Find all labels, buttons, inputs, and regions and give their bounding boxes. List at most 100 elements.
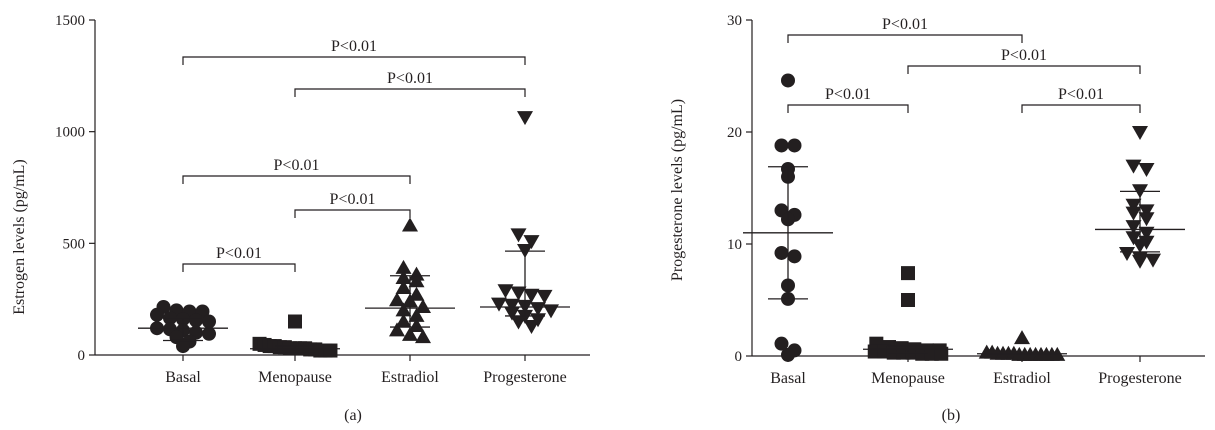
panel-b-point-basal bbox=[787, 138, 802, 153]
panel-b-x-tick-label: Estradiol bbox=[993, 370, 1051, 387]
panel-a-point-estradiol bbox=[402, 217, 418, 232]
panel-a-point-estradiol bbox=[395, 259, 412, 274]
panel-b-y-tick-label: 0 bbox=[735, 349, 743, 365]
panel-a-point-progesterone bbox=[523, 288, 540, 303]
panel-b-point-progesterone bbox=[1125, 198, 1142, 213]
panel-a-point-estradiol bbox=[402, 326, 418, 341]
panel-b-point-basal bbox=[774, 336, 789, 351]
panel-a-x-tick-label: Progesterone bbox=[483, 369, 567, 386]
panel-a: 0 500 1000 1500 Basal Menopause Estradiol Proge… bbox=[11, 13, 590, 424]
panel-a-point-progesterone bbox=[510, 286, 527, 301]
panel-a-point-estradiol bbox=[415, 329, 431, 344]
panel-a-point-estradiol bbox=[395, 280, 412, 294]
panel-a-point-estradiol bbox=[389, 292, 405, 307]
panel-a-bracket bbox=[294, 209, 411, 218]
panel-b-bracket-label: P<0.01 bbox=[882, 16, 928, 33]
panel-b-x-tick-label: Menopause bbox=[871, 370, 945, 387]
panel-b-x-tick-label: Basal bbox=[770, 370, 806, 387]
panel-a-point-basal bbox=[202, 314, 216, 329]
panel-b-point-progesterone bbox=[1132, 254, 1148, 269]
panel-b-point-progesterone bbox=[1125, 220, 1142, 235]
panel-b-bracket bbox=[787, 104, 909, 113]
panel-a-bracket-label: P<0.01 bbox=[330, 191, 376, 208]
panel-a-ylabel: Estrogen levels (pg/mL) bbox=[11, 159, 28, 315]
panel-a-x-tick-label: Estradiol bbox=[381, 369, 439, 386]
panel-a-point-progesterone bbox=[491, 297, 507, 312]
panel-a-bracket-label: P<0.01 bbox=[274, 157, 320, 174]
panel-a-point-estradiol bbox=[389, 322, 405, 337]
panel-b-point-progesterone bbox=[1138, 212, 1155, 227]
panel-a-point-progesterone bbox=[504, 298, 520, 313]
panel-b-point-basal bbox=[781, 347, 795, 362]
panel-b-bracket-label: P<0.01 bbox=[825, 86, 871, 103]
panel-a-point-progesterone bbox=[517, 111, 533, 126]
panel-a-point-estradiol bbox=[415, 298, 431, 313]
panel-b-point-menopause bbox=[901, 266, 915, 281]
panel-a-point-progesterone bbox=[530, 302, 546, 317]
panel-a-point-estradiol bbox=[395, 269, 412, 284]
panel-b-point-basal bbox=[774, 245, 789, 260]
panel-b-point-menopause bbox=[901, 293, 915, 307]
panel-b-point-progesterone bbox=[1125, 231, 1142, 246]
panel-a-point-menopause bbox=[288, 314, 302, 329]
panel-b-plot: 0 10 20 30 Basal Menopause Estradiol Progestero… bbox=[727, 13, 1205, 387]
panel-b-bracket bbox=[1021, 104, 1141, 113]
panel-a-bracket-label: P<0.01 bbox=[331, 38, 377, 55]
panel-a-point-estradiol bbox=[395, 313, 412, 328]
panel-a-point-estradiol bbox=[395, 302, 412, 317]
panel-b-point-progesterone bbox=[1125, 159, 1142, 174]
panel-a-point-basal bbox=[176, 339, 190, 354]
panel-b-point-menopause bbox=[934, 346, 949, 361]
panel-a-point-estradiol bbox=[408, 307, 425, 322]
panel-a-point-basal bbox=[189, 313, 203, 328]
panel-a-point-estradiol bbox=[408, 273, 425, 288]
panel-b-label: (b) bbox=[942, 407, 961, 424]
panel-b-ylabel: Progesterone levels (pg/mL) bbox=[669, 99, 686, 281]
panel-b-point-progesterone bbox=[1138, 204, 1155, 219]
panel-b-x-tick-label: Progesterone bbox=[1098, 370, 1182, 387]
panel-b-y-tick-label: 20 bbox=[727, 125, 742, 141]
panel-a-y-tick-label: 1500 bbox=[55, 13, 85, 29]
panel-a-y-tick-label: 500 bbox=[63, 236, 86, 252]
panel-a-plot: 0 500 1000 1500 Basal Menopause Estradiol Proge… bbox=[55, 13, 590, 386]
panel-a-point-progesterone bbox=[510, 315, 527, 330]
panel-a-label: (a) bbox=[344, 407, 362, 424]
panel-a-point-progesterone bbox=[536, 289, 553, 304]
panel-a-y-tick-label: 0 bbox=[78, 348, 86, 364]
panel-b-bracket bbox=[907, 65, 1141, 74]
panel-a-x-tick-label: Basal bbox=[165, 369, 201, 386]
panel-b-point-basal bbox=[787, 249, 802, 264]
panel-a-point-progesterone bbox=[497, 284, 514, 299]
panel-a-point-basal bbox=[150, 307, 164, 322]
panel-b-bracket-label: P<0.01 bbox=[1058, 86, 1104, 103]
panel-b-point-progesterone bbox=[1145, 253, 1161, 268]
panel-b-point-progesterone bbox=[1119, 246, 1135, 261]
panel-a-bracket bbox=[182, 56, 526, 65]
panel-a-point-progesterone bbox=[504, 306, 520, 321]
panel-a-point-menopause bbox=[323, 343, 338, 358]
panel-b-point-progesterone bbox=[1125, 206, 1142, 221]
panel-a-point-progesterone bbox=[543, 304, 559, 319]
panel-a-point-progesterone bbox=[523, 319, 540, 334]
panel-a-point-estradiol bbox=[408, 286, 425, 301]
panel-a-x-tick-label: Menopause bbox=[258, 369, 332, 386]
panel-a-point-basal bbox=[202, 326, 216, 341]
panel-a-point-progesterone bbox=[523, 235, 540, 250]
panel-a-bracket bbox=[182, 263, 296, 272]
panel-b-point-basal bbox=[774, 138, 789, 153]
panel-b-point-basal bbox=[781, 73, 795, 88]
panel-a-point-progesterone bbox=[510, 228, 527, 243]
panel-b-bracket-label: P<0.01 bbox=[1001, 47, 1047, 64]
panel-b-point-progesterone bbox=[1132, 126, 1148, 140]
panel-b-y-tick-label: 10 bbox=[727, 237, 742, 253]
panel-b-y-tick-label: 30 bbox=[727, 13, 742, 29]
panel-b-point-progesterone bbox=[1138, 162, 1155, 177]
panel-b-bracket bbox=[787, 34, 1023, 43]
panel-a-y-tick-label: 1000 bbox=[55, 125, 85, 141]
panel-b-point-estradiol bbox=[1014, 330, 1030, 345]
panel-b-point-progesterone bbox=[1138, 226, 1155, 241]
panel-a-bracket bbox=[294, 88, 526, 97]
panel-a-point-estradiol bbox=[408, 317, 425, 332]
panel-a-bracket-label: P<0.01 bbox=[216, 245, 262, 262]
